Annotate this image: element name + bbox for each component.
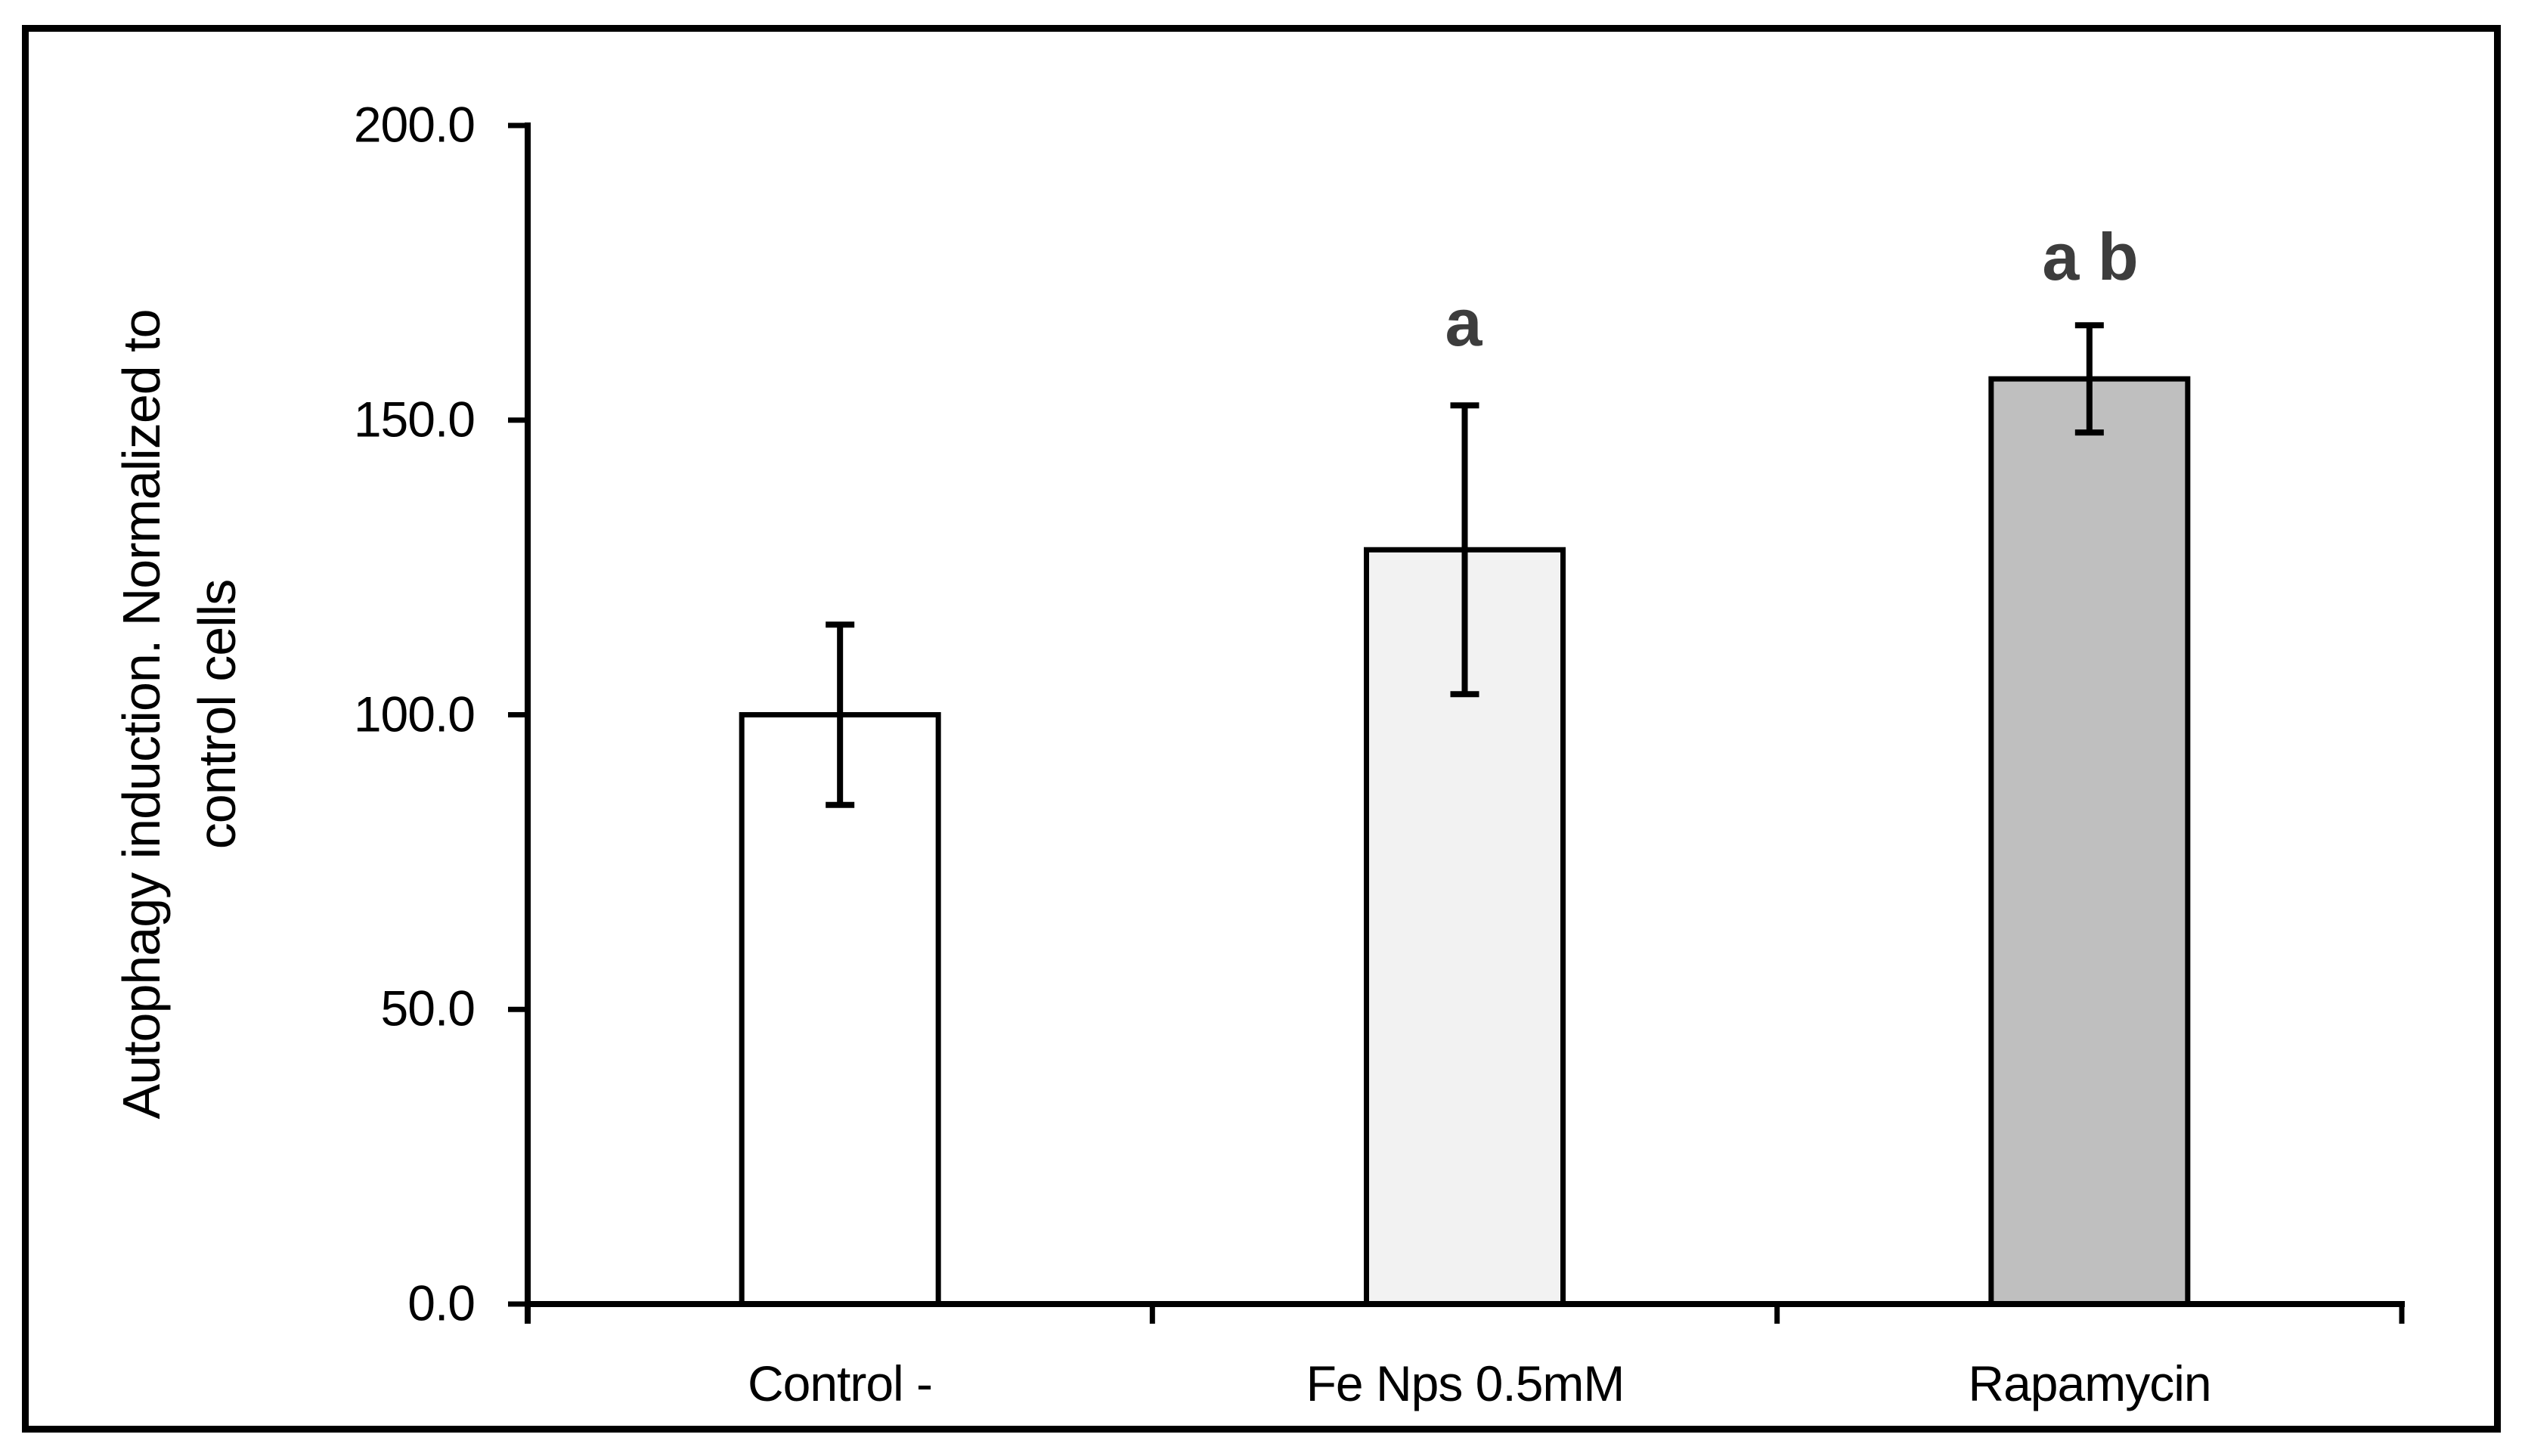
y-axis-title-line-2: control cells <box>187 579 246 850</box>
significance-annotation-a: a <box>1445 285 1482 360</box>
figure-border <box>22 25 2501 1433</box>
y-tick-label-100: 100.0 <box>353 686 476 742</box>
x-category-label-rapamycin: Rapamycin <box>1968 1355 2211 1411</box>
x-category-label-fe-nps: Fe Nps 0.5mM <box>1306 1355 1625 1411</box>
y-tick-label-0: 0.0 <box>407 1275 476 1331</box>
y-tick-label-150: 150.0 <box>353 391 476 448</box>
y-tick-label-50: 50.0 <box>380 980 476 1036</box>
y-tick-label-200: 200.0 <box>353 96 476 153</box>
significance-annotation-ab: a b <box>2042 219 2139 294</box>
bar-3 <box>1988 376 2191 1307</box>
y-axis-title: Autophagy induction. Normalized to contr… <box>104 309 255 1119</box>
x-category-label-control: Control - <box>747 1355 933 1411</box>
y-axis-title-line-1: Autophagy induction. Normalized to <box>112 309 171 1120</box>
